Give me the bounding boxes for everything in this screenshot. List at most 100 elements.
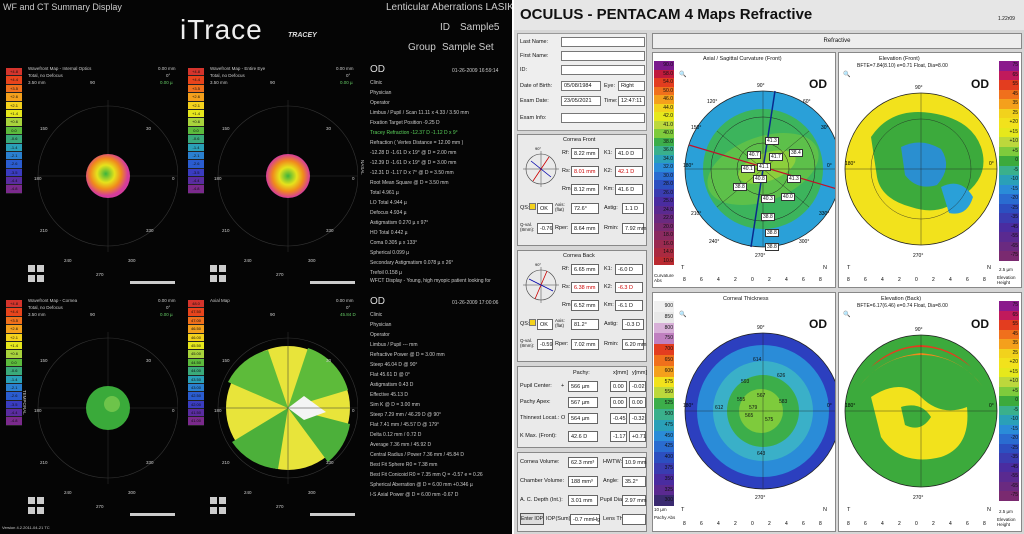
axis-tick: 8 xyxy=(819,521,822,527)
scale-step: 36.0 xyxy=(654,146,674,155)
first-name-field[interactable] xyxy=(561,51,645,61)
axis-label: Axis: (flat) xyxy=(555,318,565,328)
zoom-button[interactable] xyxy=(219,265,226,272)
scroll-bar[interactable] xyxy=(310,513,355,516)
zoom-button[interactable] xyxy=(37,507,44,514)
exam-date-field[interactable]: 23/05/2021 xyxy=(561,96,601,106)
scale-step: 35 xyxy=(999,339,1019,349)
svg-text:90°: 90° xyxy=(915,85,923,91)
group-label: Group xyxy=(408,42,436,53)
axis-tick: 6 xyxy=(966,521,969,527)
angle-240: 240 xyxy=(64,258,72,263)
rper-label: Rper: xyxy=(555,341,569,347)
zoom-button[interactable] xyxy=(28,265,35,272)
scale-step: 28.0 xyxy=(654,180,674,189)
wf-map-internal xyxy=(37,100,178,252)
svg-text:270°: 270° xyxy=(755,253,765,259)
pachy-header: Pachy: xyxy=(573,370,590,376)
scale-step: 35 xyxy=(999,99,1019,109)
zoom-button[interactable] xyxy=(37,265,44,272)
axis-diagram-icon: 90° xyxy=(523,146,559,187)
map-controls[interactable] xyxy=(210,497,226,504)
info-line: Steep 46.04 D @ 90° xyxy=(370,362,418,368)
rs-label: Rs: xyxy=(562,284,571,290)
scroll-bar[interactable] xyxy=(130,513,175,516)
scale-step: -4.4 xyxy=(188,177,204,186)
exam-info-label: Exam Info: xyxy=(520,115,547,121)
info-line: Operator xyxy=(370,100,390,106)
curvature-value-label: 38.8 xyxy=(765,243,779,251)
last-name-field[interactable] xyxy=(561,37,645,47)
angle-0: 0 xyxy=(172,176,175,181)
angle-240: 240 xyxy=(64,490,72,495)
zoom-button[interactable] xyxy=(28,507,35,514)
scale-step: -2.1 xyxy=(188,151,204,161)
scroll-bar[interactable] xyxy=(130,281,175,284)
k2-label: K2: xyxy=(604,168,613,174)
zoom-button[interactable] xyxy=(219,497,226,504)
axis-tick: 8 xyxy=(683,521,686,527)
elevation-front-svg: 90° 270° 180° 0° xyxy=(844,85,998,259)
dob-field[interactable]: 05/08/1984 xyxy=(561,81,601,91)
scale-step: 10.0 xyxy=(654,256,674,265)
magnifier-icon[interactable]: 🔍 xyxy=(843,72,851,78)
info-line: Sim K @ D = 3.00 mm xyxy=(370,402,420,408)
map-controls[interactable] xyxy=(28,497,44,504)
nasal-label: N xyxy=(987,265,991,271)
map-title: Wavefront Map - Entire Eye xyxy=(210,66,266,71)
zoom-button[interactable] xyxy=(210,507,217,514)
zoom-button[interactable] xyxy=(210,265,217,272)
map-controls[interactable] xyxy=(28,507,44,514)
zoom-button[interactable] xyxy=(210,497,217,504)
scale-step: 54.0 xyxy=(654,78,674,87)
info-line: Flat 45.61 D @ 0° xyxy=(370,372,410,378)
kmax-x: -1.17 xyxy=(610,431,627,442)
map-controls[interactable] xyxy=(210,265,226,272)
magnifier-icon[interactable]: 🔍 xyxy=(843,312,851,318)
map-controls[interactable] xyxy=(210,275,226,282)
magnifier-icon[interactable]: 🔍 xyxy=(679,72,687,78)
last-name-label: Last Name: xyxy=(520,39,549,45)
wf-map-cornea xyxy=(37,332,178,484)
map-sub: Total, no Defocus xyxy=(210,73,245,78)
zoom-button[interactable] xyxy=(37,275,44,282)
axis-tick: 4 xyxy=(785,521,788,527)
zoom-button[interactable] xyxy=(219,275,226,282)
curvature-value-label: 38.8 xyxy=(765,229,779,237)
map-val: 0.00 µ xyxy=(160,312,173,317)
info-line: Spherical 0.099 µ xyxy=(370,250,410,256)
scale-step: -1.4 xyxy=(6,375,22,384)
svg-text:90°: 90° xyxy=(535,262,541,267)
map-controls[interactable] xyxy=(210,507,226,514)
axis-tick: 6 xyxy=(802,277,805,283)
chamber-volume-label: Chamber Volume: xyxy=(520,478,565,484)
angle-30: 30 xyxy=(326,358,332,363)
svg-text:150°: 150° xyxy=(691,125,701,131)
eye-field[interactable]: Right xyxy=(618,81,645,91)
axis-tick: 6 xyxy=(802,521,805,527)
map-controls[interactable] xyxy=(28,265,44,272)
angle-150: 150 xyxy=(222,358,230,363)
time-field[interactable]: 12:47:11 xyxy=(618,96,645,106)
info-line: Best Fit Conicoid R0 = 7.35 mm Q = -0.57… xyxy=(370,472,483,478)
map-mm: 3.50 mm xyxy=(28,312,46,317)
scale-step: -3.5 xyxy=(188,168,204,178)
magnifier-icon[interactable]: 🔍 xyxy=(679,312,687,318)
zoom-button[interactable] xyxy=(28,275,35,282)
exam-info-field[interactable] xyxy=(561,113,645,123)
axis-tick: 8 xyxy=(847,277,850,283)
scroll-bar[interactable] xyxy=(310,281,355,284)
zoom-button[interactable] xyxy=(28,497,35,504)
id-field[interactable] xyxy=(561,65,645,75)
enter-iop-button[interactable]: Enter IOP xyxy=(520,513,544,525)
zoom-button[interactable] xyxy=(37,497,44,504)
zoom-button[interactable] xyxy=(219,507,226,514)
map-controls[interactable] xyxy=(28,275,44,282)
eye-od-label: OD xyxy=(370,64,385,75)
scale-step: -65 xyxy=(999,481,1019,491)
zoom-button[interactable] xyxy=(210,275,217,282)
scale-step: 44.0 xyxy=(654,103,674,112)
scale-step: 55 xyxy=(999,80,1019,90)
qval-label: Q-val. (8mm): xyxy=(520,222,535,232)
map-subtitle: BFTE=6.17(6.46) e=0.74 Float, Dia=8.00 xyxy=(857,303,948,309)
